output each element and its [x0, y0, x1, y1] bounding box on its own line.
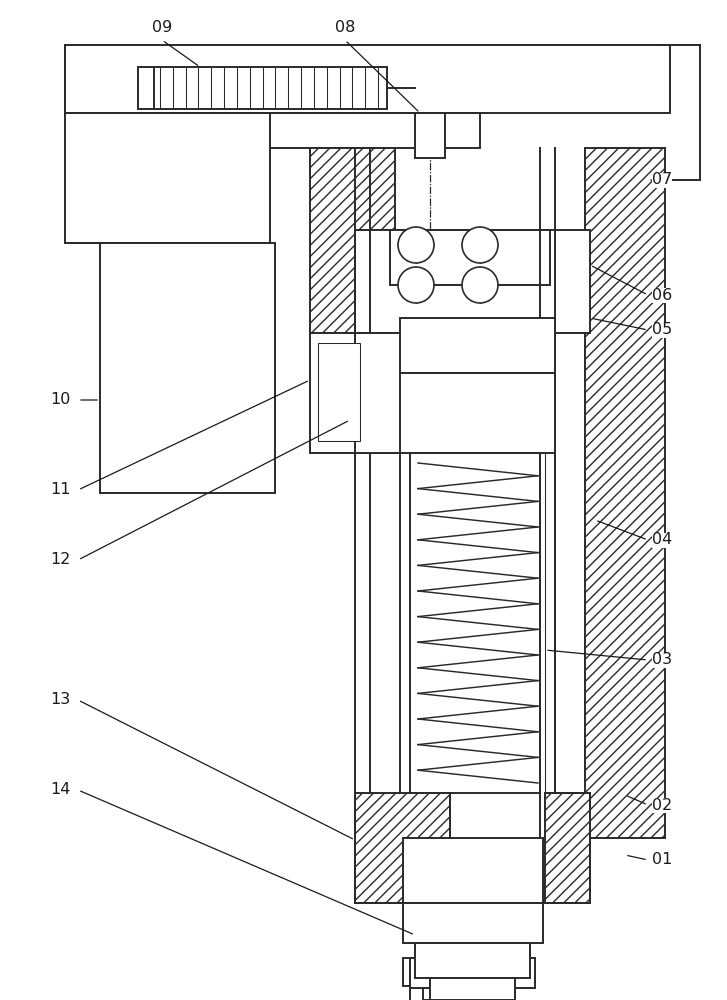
Bar — [430, 978, 515, 1000]
Bar — [318, 343, 360, 441]
Bar — [403, 903, 543, 943]
Bar — [413, 958, 453, 988]
Text: 08: 08 — [335, 20, 356, 35]
Bar — [415, 113, 445, 158]
Bar — [100, 113, 480, 148]
Bar — [310, 148, 395, 333]
Text: 07: 07 — [652, 172, 672, 188]
Text: 11: 11 — [50, 483, 71, 497]
Bar — [545, 793, 590, 903]
Bar — [65, 113, 270, 243]
Text: 06: 06 — [652, 288, 672, 302]
Bar — [355, 230, 590, 333]
Text: 05: 05 — [652, 322, 672, 338]
Bar — [410, 453, 540, 793]
Text: 09: 09 — [152, 20, 172, 35]
Bar — [390, 230, 550, 285]
Bar — [403, 838, 543, 903]
Text: 01: 01 — [652, 852, 672, 867]
Text: 03: 03 — [652, 652, 672, 668]
Bar — [415, 903, 530, 958]
Bar — [400, 373, 555, 453]
Circle shape — [462, 227, 498, 263]
Text: 10: 10 — [50, 392, 71, 408]
Bar — [400, 318, 555, 373]
Bar — [585, 148, 665, 838]
Bar — [430, 988, 515, 1000]
Circle shape — [398, 267, 434, 303]
Bar — [310, 333, 405, 453]
Bar — [65, 45, 670, 113]
Bar — [415, 943, 530, 978]
Text: 13: 13 — [50, 692, 71, 708]
Text: 02: 02 — [652, 798, 672, 812]
Text: 04: 04 — [652, 532, 672, 548]
Text: 14: 14 — [50, 782, 71, 798]
Circle shape — [398, 227, 434, 263]
Bar — [423, 988, 443, 1000]
Bar — [138, 67, 154, 109]
Bar — [355, 793, 450, 903]
Text: 12: 12 — [50, 552, 71, 568]
Bar — [410, 958, 535, 988]
Bar — [100, 243, 275, 493]
Bar — [152, 67, 387, 109]
Circle shape — [462, 267, 498, 303]
Bar — [410, 958, 426, 1000]
Bar — [355, 333, 405, 453]
Bar — [403, 958, 433, 986]
Bar — [415, 940, 530, 958]
